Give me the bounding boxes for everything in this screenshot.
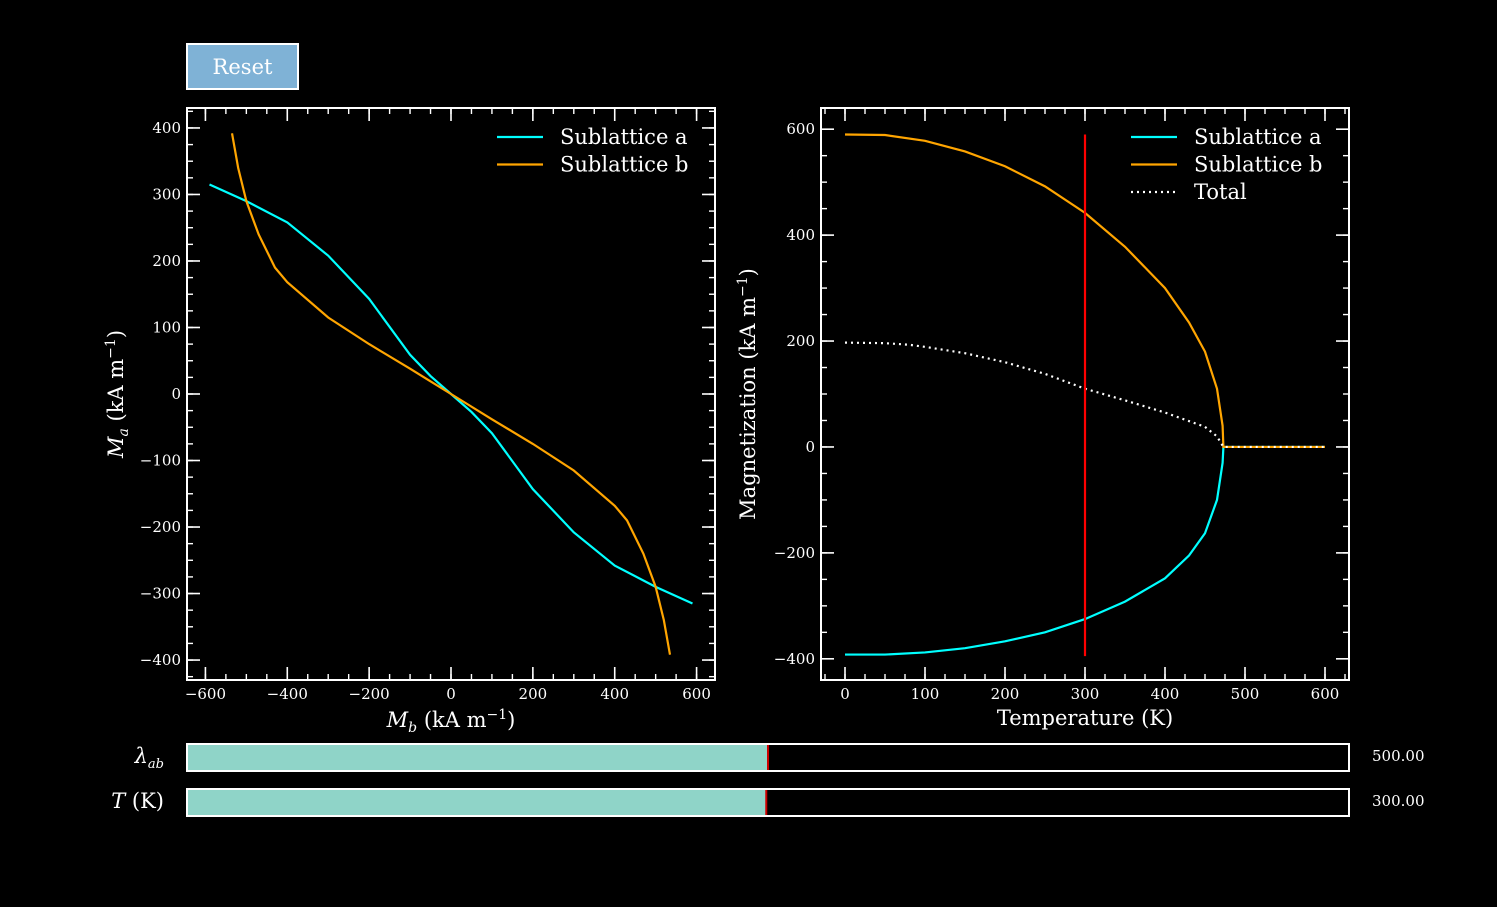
y-tick-label: −400 bbox=[140, 651, 181, 669]
legend-label: Sublattice a bbox=[1194, 125, 1322, 149]
legend-label: Total bbox=[1194, 180, 1247, 204]
slider-fill-lambda bbox=[188, 745, 768, 770]
y-tick-label: −400 bbox=[774, 650, 815, 668]
slider-label-lambda: λab bbox=[134, 744, 164, 773]
slider-border-lambda bbox=[186, 743, 1350, 772]
y-tick-label: −300 bbox=[140, 585, 181, 603]
x-axis-label: Temperature (K) bbox=[997, 706, 1173, 730]
x-tick-label: 300 bbox=[1071, 685, 1100, 703]
x-tick-label: 200 bbox=[991, 685, 1020, 703]
slider-lambda[interactable] bbox=[186, 743, 1350, 772]
x-tick-label: −200 bbox=[349, 685, 390, 703]
y-tick-label: −200 bbox=[140, 518, 181, 536]
x-tick-label: 600 bbox=[1311, 685, 1340, 703]
slider-label-temperature: T (K) bbox=[111, 789, 164, 813]
series-line-sublattice-b bbox=[844, 133, 1325, 449]
x-tick-label: 500 bbox=[1231, 685, 1260, 703]
x-tick-label: 400 bbox=[1151, 685, 1180, 703]
y-tick-label: 0 bbox=[805, 438, 815, 456]
slider-border-temperature bbox=[186, 788, 1350, 817]
chart-2: 0 100 200 300 400 500 600 −400 −200 0 200 400 600 Sub… bbox=[735, 107, 1350, 730]
slider-fill-temperature bbox=[188, 790, 767, 815]
y-tick-label: 400 bbox=[786, 226, 815, 244]
y-tick-label: −200 bbox=[774, 544, 815, 562]
x-tick-label: 600 bbox=[682, 685, 711, 703]
legend-label: Sublattice a bbox=[560, 125, 688, 149]
y-axis-label: Ma (kA m−1) bbox=[103, 330, 132, 459]
legend-label: Sublattice b bbox=[560, 153, 689, 177]
x-axis-label: Mb (kA m−1) bbox=[386, 707, 516, 736]
y-tick-label: 600 bbox=[786, 120, 815, 138]
y-tick-label: 0 bbox=[171, 385, 181, 403]
slider-temperature[interactable] bbox=[186, 788, 1350, 817]
legend-label: Sublattice b bbox=[1194, 153, 1323, 177]
y-tick-label: 200 bbox=[786, 332, 815, 350]
slider-value-lambda: 500.00 bbox=[1372, 747, 1425, 765]
series-line-sublattice-b bbox=[230, 133, 672, 655]
x-tick-label: 0 bbox=[840, 685, 850, 703]
x-tick-label: −400 bbox=[267, 685, 308, 703]
y-tick-label: 400 bbox=[152, 119, 181, 137]
x-tick-label: 200 bbox=[519, 685, 548, 703]
y-tick-label: 300 bbox=[152, 185, 181, 203]
x-tick-label: 400 bbox=[600, 685, 629, 703]
y-tick-label: −100 bbox=[140, 452, 181, 470]
y-axis-label: Magnetization (kA m−1) bbox=[735, 268, 760, 520]
x-tick-label: 100 bbox=[911, 685, 940, 703]
y-tick-label: 200 bbox=[152, 252, 181, 270]
x-tick-label: −600 bbox=[185, 685, 226, 703]
chart-1: −600 −400 −200 0 200 400 600−400−300−200−10001… bbox=[103, 107, 716, 736]
series-line-sublattice-a bbox=[845, 445, 1325, 656]
x-tick-label: 0 bbox=[446, 685, 456, 703]
y-tick-label: 100 bbox=[152, 318, 181, 336]
reset-button[interactable]: Reset bbox=[186, 43, 299, 90]
slider-value-temperature: 300.00 bbox=[1372, 792, 1425, 810]
